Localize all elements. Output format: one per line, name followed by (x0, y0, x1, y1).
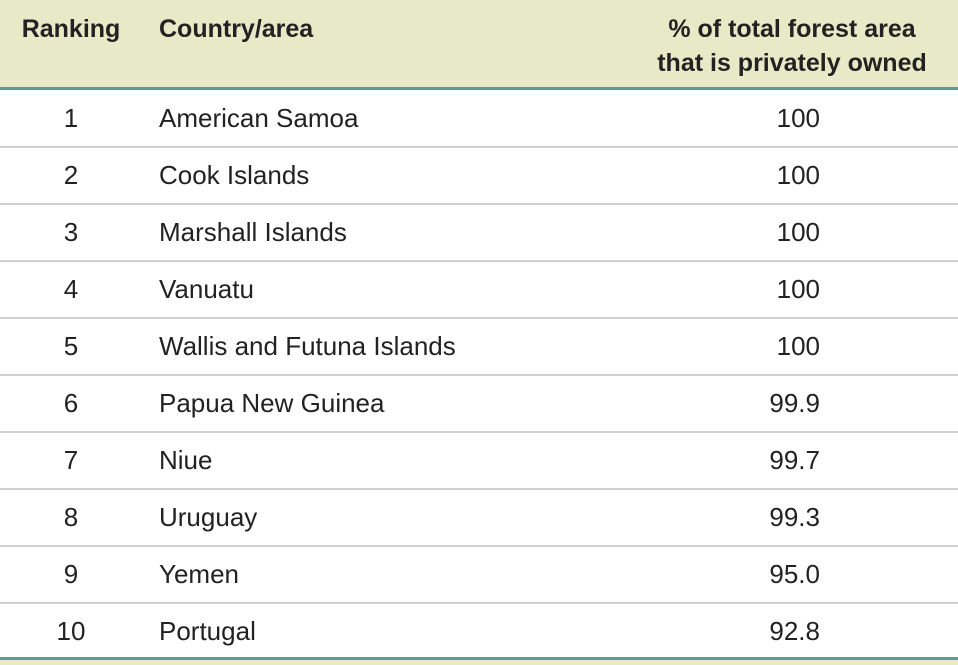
header-cell: that is privately owned (657, 49, 927, 77)
rank-cell: 2 (63, 160, 79, 190)
footer-band (0, 657, 958, 665)
rank-cell: 3 (63, 217, 79, 247)
rank-cell: 10 (56, 616, 86, 646)
rank-cell: 1 (63, 103, 79, 133)
row-divider (0, 602, 958, 604)
percent-cell: 100 (776, 103, 820, 133)
country-cell: Marshall Islands (159, 217, 347, 247)
row-divider (0, 146, 958, 148)
percent-cell: 95.0 (769, 559, 820, 589)
country-cell: Wallis and Futuna Islands (159, 331, 456, 361)
country-cell: Uruguay (159, 502, 258, 532)
rank-cell: 4 (63, 274, 79, 304)
row-divider (0, 431, 958, 433)
row-divider (0, 317, 958, 319)
row-divider (0, 545, 958, 547)
row-divider (0, 488, 958, 490)
percent-cell: 100 (776, 160, 820, 190)
percent-cell: 100 (776, 217, 820, 247)
header-cell: Ranking (21, 15, 121, 43)
header-band (0, 0, 958, 90)
header-cell: % of total forest area (668, 15, 916, 43)
row-divider (0, 260, 958, 262)
rank-cell: 5 (63, 331, 79, 361)
percent-cell: 99.7 (769, 445, 820, 475)
header-cell: Country/area (159, 15, 314, 43)
country-cell: Portugal (159, 616, 256, 646)
country-cell: Vanuatu (159, 274, 254, 304)
percent-cell: 99.3 (769, 502, 820, 532)
rank-cell: 8 (63, 502, 79, 532)
rank-cell: 9 (63, 559, 79, 589)
rank-cell: 6 (63, 388, 79, 418)
country-cell: Cook Islands (159, 160, 310, 190)
country-cell: Papua New Guinea (159, 388, 385, 418)
percent-cell: 100 (776, 274, 820, 304)
percent-cell: 99.9 (769, 388, 820, 418)
country-cell: American Samoa (159, 103, 359, 133)
percent-cell: 92.8 (769, 616, 820, 646)
country-cell: Niue (159, 445, 213, 475)
rank-cell: 7 (63, 445, 79, 475)
row-divider (0, 203, 958, 205)
country-cell: Yemen (159, 559, 239, 589)
percent-cell: 100 (776, 331, 820, 361)
row-divider (0, 374, 958, 376)
